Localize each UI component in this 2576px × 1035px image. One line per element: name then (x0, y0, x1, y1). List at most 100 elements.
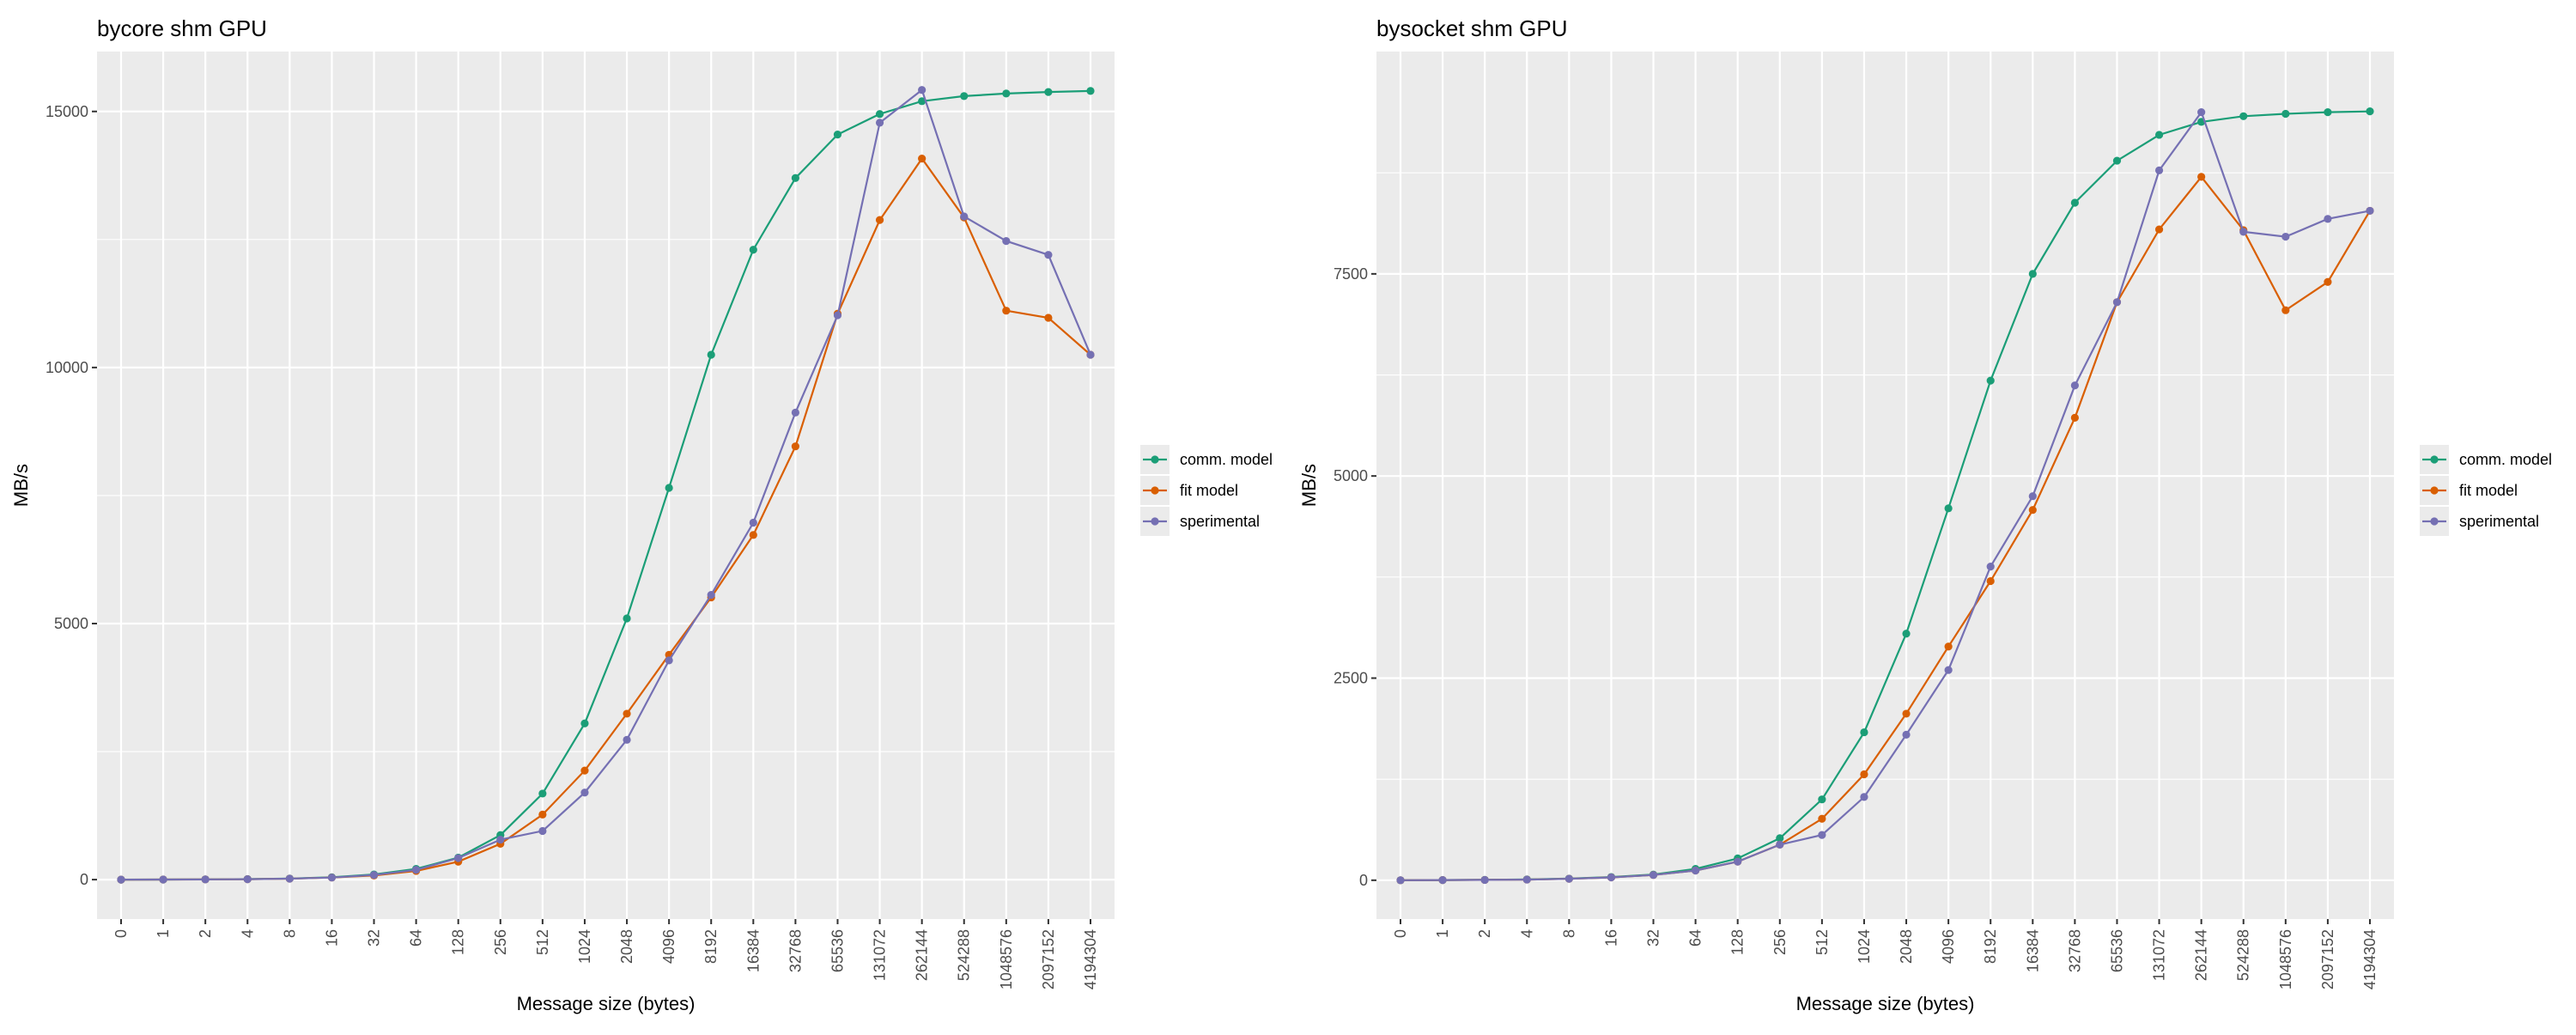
data-point-comm (1776, 834, 1784, 843)
data-point-fit (623, 709, 631, 718)
data-point-exp (117, 875, 125, 884)
x-tick-label: 262144 (914, 929, 931, 981)
data-point-fit (1002, 307, 1011, 315)
x-tick-label: 32 (366, 929, 383, 947)
x-tick-label: 4 (239, 929, 256, 938)
data-point-fit (1902, 709, 1911, 718)
data-point-fit (1818, 814, 1826, 823)
data-point-comm (1002, 89, 1011, 98)
x-tick-label: 32 (1645, 929, 1662, 947)
x-tick-label: 4096 (1940, 929, 1957, 964)
x-tick-label: 8 (281, 929, 298, 938)
data-point-exp (538, 826, 547, 836)
data-point-exp (327, 874, 337, 882)
y-axis-label: MB/s (10, 464, 32, 507)
data-point-fit (1986, 576, 1995, 586)
data-point-comm (1086, 87, 1095, 95)
x-tick-label: 8192 (1982, 929, 1999, 964)
x-tick-label: 512 (534, 929, 551, 955)
x-tick-label: 256 (1771, 929, 1789, 955)
data-point-comm (707, 350, 715, 359)
data-point-comm (875, 110, 884, 119)
data-point-comm (749, 246, 757, 254)
x-tick-label: 128 (1729, 929, 1747, 955)
data-point-fit (2028, 506, 2037, 514)
x-tick-label: 131072 (872, 929, 889, 981)
chart-title: bysocket shm GPU (1376, 15, 1568, 41)
x-axis-label: Message size (bytes) (517, 993, 696, 1014)
legend-label: fit model (1180, 482, 1238, 499)
data-point-comm (1902, 630, 1911, 638)
x-tick-label: 8192 (702, 929, 720, 964)
x-tick-label: 16384 (744, 929, 762, 972)
data-point-comm (538, 789, 547, 798)
x-tick-label: 2 (1476, 929, 1493, 938)
legend-label: sperimental (1180, 513, 1260, 530)
x-tick-label: 1048576 (998, 929, 1015, 989)
data-point-fit (1044, 314, 1053, 322)
x-tick-label: 262144 (2193, 929, 2210, 981)
data-point-exp (412, 866, 421, 874)
data-point-comm (1044, 88, 1053, 96)
legend: comm. model fit model sperimental (2420, 445, 2552, 536)
data-point-comm (2028, 270, 2037, 278)
data-point-exp (707, 590, 715, 600)
data-point-exp (369, 871, 379, 880)
data-point-fit (580, 766, 589, 775)
x-tick-label: 2097152 (2319, 929, 2336, 989)
legend-key-point (2430, 486, 2439, 495)
data-point-comm (2154, 131, 2164, 139)
data-point-exp (1944, 666, 1953, 674)
x-tick-label: 256 (492, 929, 509, 955)
data-point-comm (1860, 728, 1868, 737)
data-point-exp (1086, 350, 1095, 359)
x-tick-label: 64 (408, 929, 425, 947)
data-point-exp (1734, 857, 1742, 866)
data-point-exp (1044, 251, 1053, 259)
data-point-fit (538, 810, 547, 819)
x-tick-label: 4194304 (1082, 929, 1099, 989)
x-tick-label: 16384 (2024, 929, 2041, 972)
data-point-fit (2324, 277, 2332, 286)
series-line-exp (120, 88, 1092, 881)
data-point-exp (496, 835, 505, 844)
legend-label: comm. model (1180, 451, 1273, 468)
data-point-exp (918, 86, 927, 94)
data-point-comm (2366, 107, 2374, 116)
y-tick-label: 5000 (54, 615, 88, 632)
y-tick-label: 10000 (46, 359, 88, 376)
data-point-exp (243, 875, 252, 884)
data-point-comm (2112, 156, 2122, 165)
data-point-exp (2239, 228, 2248, 236)
x-axis-label: Message size (bytes) (1796, 993, 1975, 1014)
data-point-exp (1692, 866, 1700, 875)
x-tick-label: 0 (1392, 929, 1409, 938)
x-tick-label: 1 (1434, 929, 1451, 938)
x-tick-label: 0 (112, 929, 130, 938)
legend-key-point (2430, 455, 2439, 464)
x-tick-label: 4194304 (2361, 929, 2379, 989)
legend-key-point (1151, 455, 1159, 464)
data-point-exp (2070, 381, 2079, 390)
x-tick-label: 2048 (1898, 929, 1915, 964)
data-point-exp (1607, 873, 1616, 882)
data-point-fit (918, 155, 927, 163)
y-tick-label: 0 (80, 871, 88, 888)
x-tick-label: 2048 (618, 929, 635, 964)
data-point-comm (2239, 112, 2248, 120)
series-line-exp (1400, 110, 2371, 881)
y-tick-label: 2500 (1334, 669, 1368, 686)
data-point-comm (2070, 198, 2079, 207)
data-point-exp (1438, 876, 1447, 885)
data-point-comm (2281, 109, 2290, 119)
legend-label: fit model (2459, 482, 2518, 499)
data-point-exp (1902, 730, 1911, 739)
x-tick-label: 131072 (2151, 929, 2168, 981)
data-point-comm (1986, 376, 1995, 385)
x-tick-label: 524288 (956, 929, 973, 981)
data-point-exp (2324, 215, 2332, 223)
data-point-exp (1002, 237, 1011, 246)
plot-panel (97, 52, 1115, 919)
x-tick-label: 2097152 (1040, 929, 1057, 989)
data-point-exp (1649, 871, 1658, 880)
